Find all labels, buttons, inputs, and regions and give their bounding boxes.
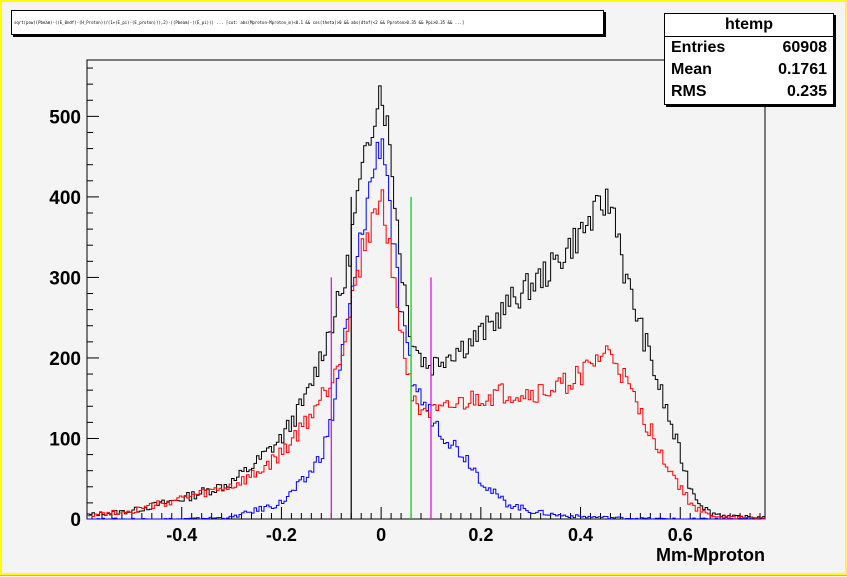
histogram-series-2: [87, 189, 765, 520]
y-tick-label: 400: [49, 188, 81, 209]
stats-label: Entries: [671, 39, 726, 56]
x-tick-label: 0.6: [668, 525, 693, 545]
stats-histogram-name: htemp: [665, 14, 833, 37]
y-tick-label: 300: [49, 268, 81, 289]
x-tick-label: 0.2: [468, 525, 493, 545]
x-tick-label: 0: [376, 525, 386, 545]
stats-value: 0.1761: [778, 61, 827, 78]
stats-box: htemp Entries 60908 Mean 0.1761 RMS 0.23…: [664, 13, 834, 105]
y-tick-label: 200: [49, 349, 81, 370]
stats-label: Mean: [671, 61, 712, 78]
plot-title: sqrt(pow((Pbeam)-((E_0ndf)-(H_Proton))/(…: [14, 20, 465, 25]
stats-row-mean: Mean 0.1761: [665, 59, 833, 81]
y-tick-label: 0: [70, 510, 81, 531]
y-tick-label: 100: [49, 429, 81, 450]
x-tick-label: -0.2: [266, 525, 297, 545]
stats-label: RMS: [671, 83, 707, 100]
plot-frame: [86, 59, 766, 520]
y-tick-label: 500: [49, 107, 81, 128]
x-tick-label: 0.4: [568, 525, 593, 545]
title-box: sqrt(pow((Pbeam)-((E_0ndf)-(H_Proton))/(…: [11, 10, 604, 35]
x-tick-label: -0.4: [166, 525, 197, 545]
stats-value: 60908: [782, 39, 828, 56]
histogram-series-0: [87, 85, 765, 519]
stats-value: 0.235: [786, 83, 827, 100]
stats-row-entries: Entries 60908: [665, 37, 833, 59]
x-axis-label: Mm-Mproton: [656, 545, 765, 565]
stats-row-rms: RMS 0.235: [665, 81, 833, 103]
